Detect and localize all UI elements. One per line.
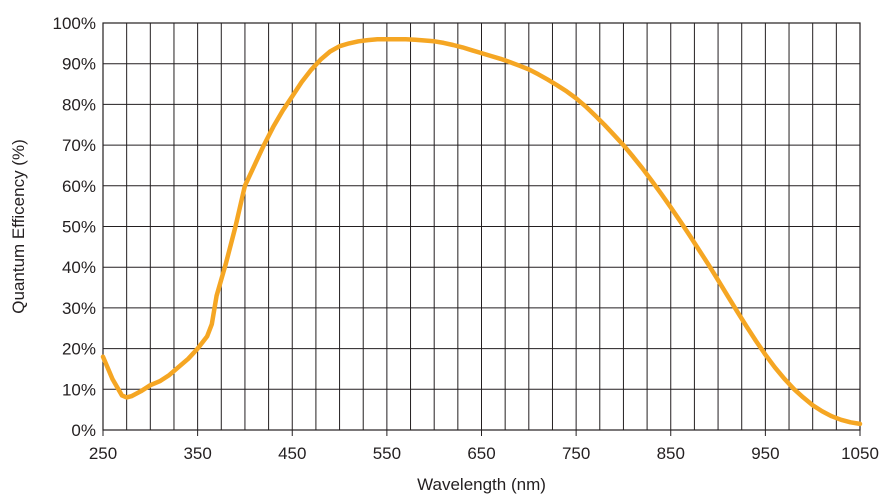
series-line bbox=[100, 37, 863, 427]
y-axis-ticks: 0% 10% 20% 30% 40% 50% 60% 70% 80% 90% 100% bbox=[53, 14, 96, 440]
y-tick-label: 80% bbox=[62, 95, 96, 114]
grid bbox=[103, 23, 860, 430]
x-tick-label: 1050 bbox=[841, 444, 879, 463]
y-tick-label: 0% bbox=[71, 421, 96, 440]
y-tick-label: 70% bbox=[62, 136, 96, 155]
x-axis-ticks: 250 350 450 550 650 750 850 950 1050 bbox=[89, 430, 879, 463]
x-tick-label: 450 bbox=[278, 444, 306, 463]
y-tick-label: 50% bbox=[62, 218, 96, 237]
x-tick-label: 550 bbox=[373, 444, 401, 463]
x-tick-label: 750 bbox=[562, 444, 590, 463]
y-tick-label: 90% bbox=[62, 55, 96, 74]
x-tick-label: 950 bbox=[751, 444, 779, 463]
y-tick-label: 20% bbox=[62, 340, 96, 359]
y-tick-label: 30% bbox=[62, 299, 96, 318]
y-axis-title: Quantum Efficency (%) bbox=[9, 139, 28, 313]
y-tick-label: 40% bbox=[62, 258, 96, 277]
x-tick-label: 850 bbox=[657, 444, 685, 463]
x-tick-label: 650 bbox=[467, 444, 495, 463]
y-tick-label: 60% bbox=[62, 177, 96, 196]
x-tick-label: 350 bbox=[183, 444, 211, 463]
series-layer bbox=[100, 37, 863, 427]
y-tick-label: 10% bbox=[62, 380, 96, 399]
x-axis-title: Wavelength (nm) bbox=[417, 475, 546, 494]
x-tick-label: 250 bbox=[89, 444, 117, 463]
y-tick-label: 100% bbox=[53, 14, 96, 33]
